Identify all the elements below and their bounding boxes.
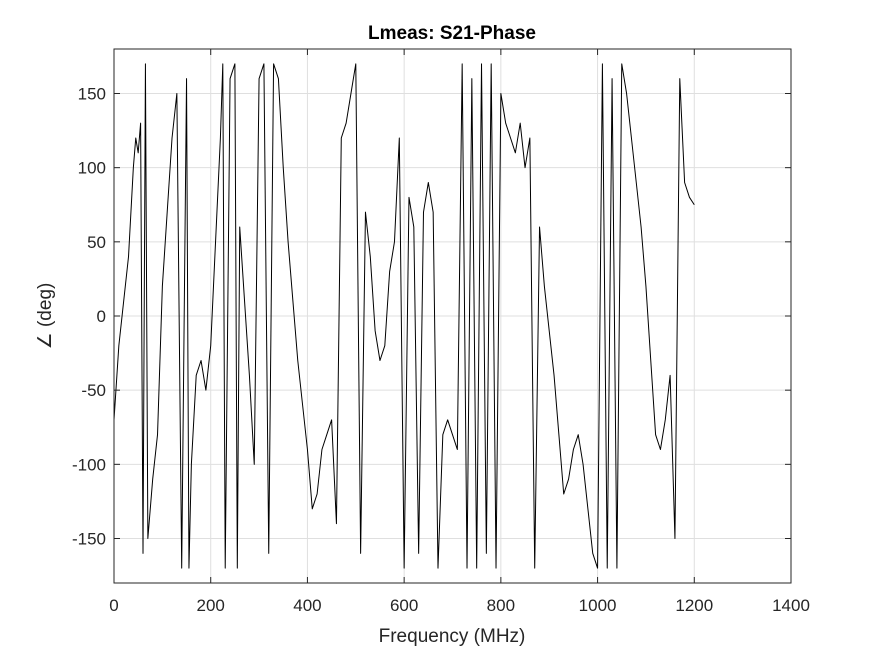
plot-data xyxy=(113,63,695,569)
x-tick-label: 400 xyxy=(293,596,321,615)
y-tick-label: 100 xyxy=(78,159,106,178)
x-tick-label: 1000 xyxy=(579,596,617,615)
y-tick-label: 50 xyxy=(87,233,106,252)
x-tick-label: 200 xyxy=(197,596,225,615)
x-tick-label: 800 xyxy=(487,596,515,615)
y-tick-label: -150 xyxy=(72,530,106,549)
ticks: 0 200 400 600 800 1000 1200 1400 -150 -100 -50 0 50 1… xyxy=(72,49,810,615)
x-axis-label: Frequency (MHz) xyxy=(379,626,526,647)
grid xyxy=(113,49,792,583)
y-tick-label: 0 xyxy=(97,307,106,326)
series-line xyxy=(113,63,695,569)
y-axis-label: ∠ (deg) xyxy=(35,283,56,350)
x-tick-label: 1200 xyxy=(675,596,713,615)
x-tick-label: 600 xyxy=(390,596,418,615)
x-tick-label: 1400 xyxy=(772,596,810,615)
x-tick-label: 0 xyxy=(109,596,118,615)
y-tick-label: -100 xyxy=(72,455,106,474)
chart-title: Lmeas: S21-Phase xyxy=(368,23,536,44)
y-tick-label: 150 xyxy=(78,85,106,104)
y-tick-label: -50 xyxy=(81,381,106,400)
